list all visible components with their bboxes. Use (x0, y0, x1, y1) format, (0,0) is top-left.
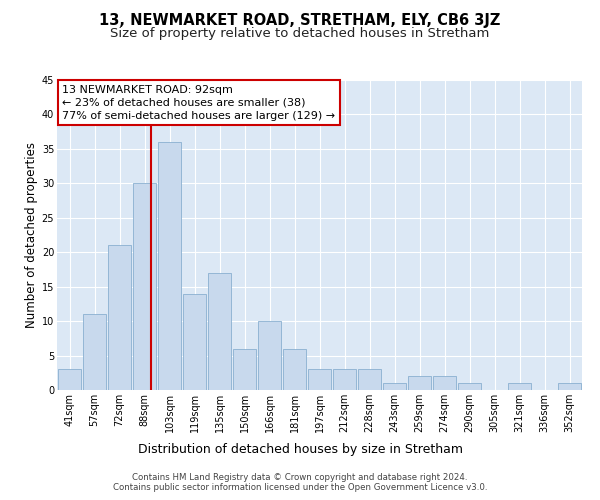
Bar (58, 370, 82, 390)
Bar (407, 376, 431, 390)
Bar (83, 314, 106, 390)
Bar (158, 142, 181, 390)
Text: 13 NEWMARKET ROAD: 92sqm
← 23% of detached houses are smaller (38)
77% of semi-d: 13 NEWMARKET ROAD: 92sqm ← 23% of detach… (62, 84, 335, 121)
Bar (557, 383, 581, 390)
Bar (308, 370, 331, 390)
Text: 13, NEWMARKET ROAD, STRETHAM, ELY, CB6 3JZ: 13, NEWMARKET ROAD, STRETHAM, ELY, CB6 3… (100, 12, 500, 28)
Bar (107, 246, 131, 390)
Y-axis label: Number of detached properties: Number of detached properties (25, 142, 38, 328)
Bar (508, 383, 532, 390)
Bar (433, 376, 457, 390)
Bar (283, 348, 307, 390)
Bar (133, 184, 157, 390)
Bar (233, 348, 256, 390)
Bar (383, 383, 406, 390)
Text: Size of property relative to detached houses in Stretham: Size of property relative to detached ho… (110, 28, 490, 40)
Bar (257, 321, 281, 390)
Bar (458, 383, 481, 390)
Text: Contains HM Land Registry data © Crown copyright and database right 2024.
Contai: Contains HM Land Registry data © Crown c… (113, 472, 487, 492)
Bar (208, 273, 232, 390)
Text: Distribution of detached houses by size in Stretham: Distribution of detached houses by size … (137, 442, 463, 456)
Bar (332, 370, 356, 390)
Bar (182, 294, 206, 390)
Bar (358, 370, 382, 390)
